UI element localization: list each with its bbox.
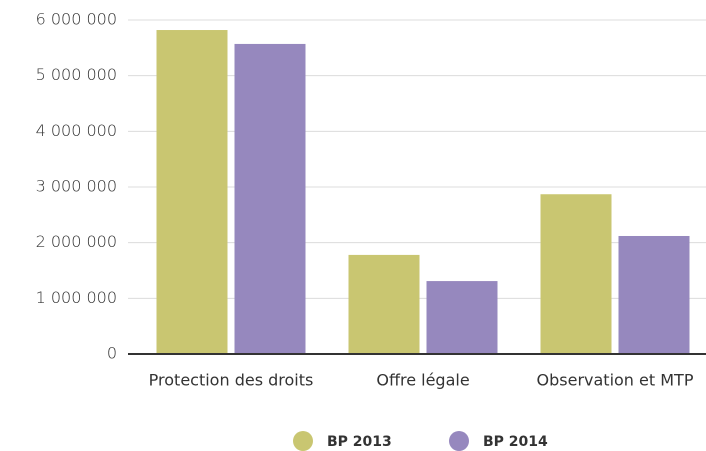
bar (540, 194, 612, 354)
x-tick-label: Protection des droits (149, 371, 314, 390)
bar (156, 30, 228, 355)
bar (618, 235, 690, 354)
y-tick-label: 1 000 000 (36, 288, 117, 307)
x-tick-label: Observation et MTP (537, 371, 694, 390)
y-tick-label: 4 000 000 (36, 121, 117, 140)
y-tick-label: 5 000 000 (36, 65, 117, 84)
y-tick-label: 3 000 000 (36, 177, 117, 196)
x-tick-label: Offre légale (376, 371, 469, 390)
bar (348, 254, 420, 354)
legend-swatch (293, 431, 313, 451)
legend-swatch (449, 431, 469, 451)
y-tick-label: 0 (107, 344, 117, 363)
legend-label: BP 2013 (327, 434, 392, 450)
y-tick-label: 6 000 000 (36, 10, 117, 29)
legend-label: BP 2014 (483, 434, 548, 450)
y-tick-label: 2 000 000 (36, 232, 117, 251)
bar (234, 43, 306, 354)
bar (426, 281, 498, 354)
